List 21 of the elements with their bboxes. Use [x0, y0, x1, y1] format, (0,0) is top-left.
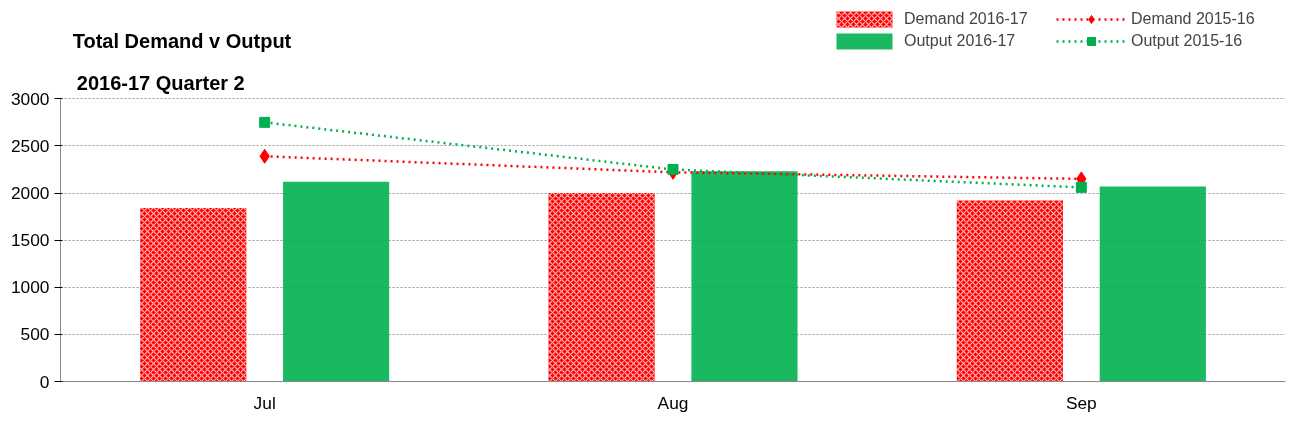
legend-label: Output 2015-16	[1131, 32, 1244, 50]
y-tick-label: 1500	[10, 230, 50, 251]
point	[667, 163, 679, 175]
bar	[1099, 186, 1206, 382]
legend-label: Demand 2016-17	[904, 10, 1029, 28]
legend-label: Output 2016-17	[904, 32, 1017, 50]
x-tick-label: Jul	[253, 392, 276, 413]
y-tick-label: 3000	[10, 88, 50, 109]
y-tick-label: 0	[39, 371, 50, 392]
point	[259, 116, 271, 128]
chart-subtitle: 2016-17 Quarter 2	[76, 72, 245, 95]
point	[1075, 181, 1087, 193]
x-tick-label: Sep	[1065, 392, 1097, 413]
y-tick-label: 500	[20, 324, 50, 345]
y-tick-label: 2500	[10, 135, 50, 156]
y-tick-label: 1000	[10, 277, 50, 298]
chart-title: Total Demand v Output	[72, 30, 292, 53]
legend-label: Demand 2015-16	[1131, 10, 1256, 28]
y-tick-label: 2000	[10, 183, 50, 204]
bar	[283, 181, 390, 382]
x-tick-label: Aug	[657, 392, 689, 413]
